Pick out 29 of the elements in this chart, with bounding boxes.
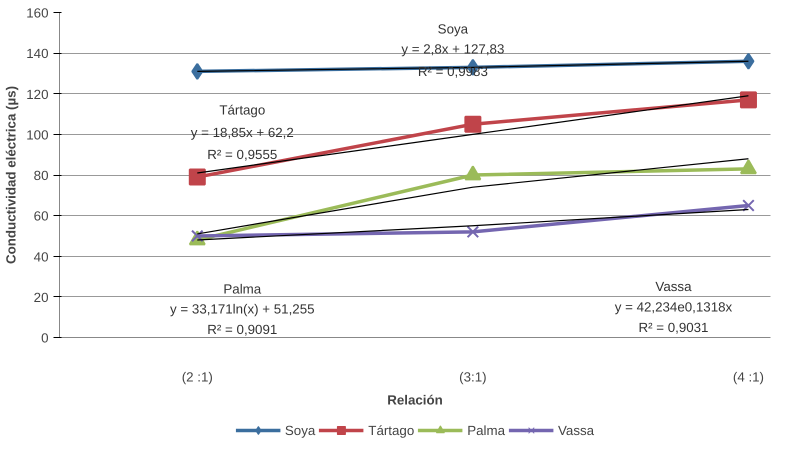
x-axis-title: Relación xyxy=(387,392,443,408)
x-tick-label: (4 :1) xyxy=(732,370,764,384)
y-tick-label: 20 xyxy=(34,290,49,305)
annotation: y = 2,8x + 127,83 xyxy=(401,42,504,57)
annotation: Vassa xyxy=(655,279,692,294)
y-tick-label: 60 xyxy=(34,208,49,224)
annotation: y = 42,234e0,1318x xyxy=(614,300,733,315)
legend-label: Tártago xyxy=(368,422,414,438)
x-tick-label: (2 :1) xyxy=(182,370,213,384)
annotation: y = 33,171ln(x) + 51,255 xyxy=(170,302,315,317)
annotation: Soya xyxy=(438,21,469,36)
y-tick-label: 80 xyxy=(34,168,49,183)
annotation: R² = 0,9091 xyxy=(207,322,278,337)
y-tick-label: 160 xyxy=(26,6,49,20)
y-tick-label: 140 xyxy=(26,46,49,62)
legend-label: Palma xyxy=(467,422,506,438)
annotation: R² = 0,9031 xyxy=(638,320,708,335)
y-tick-label: 40 xyxy=(34,249,49,264)
legend-label: Soya xyxy=(284,422,316,438)
annotation: R² = 0,9555 xyxy=(207,147,278,162)
legend-label: Vassa xyxy=(558,422,594,438)
y-axis-title: Conductividad eléctrica (µs) xyxy=(3,86,18,264)
y-tick-label: 0 xyxy=(41,330,49,346)
y-tick-label: 120 xyxy=(26,86,49,102)
x-tick-label: (3:1) xyxy=(459,370,487,384)
annotation: y = 18,85x + 62,2 xyxy=(190,124,294,140)
y-tick-label: 100 xyxy=(26,127,49,142)
annotation: Tártago xyxy=(219,102,266,118)
annotation: Palma xyxy=(223,281,262,296)
